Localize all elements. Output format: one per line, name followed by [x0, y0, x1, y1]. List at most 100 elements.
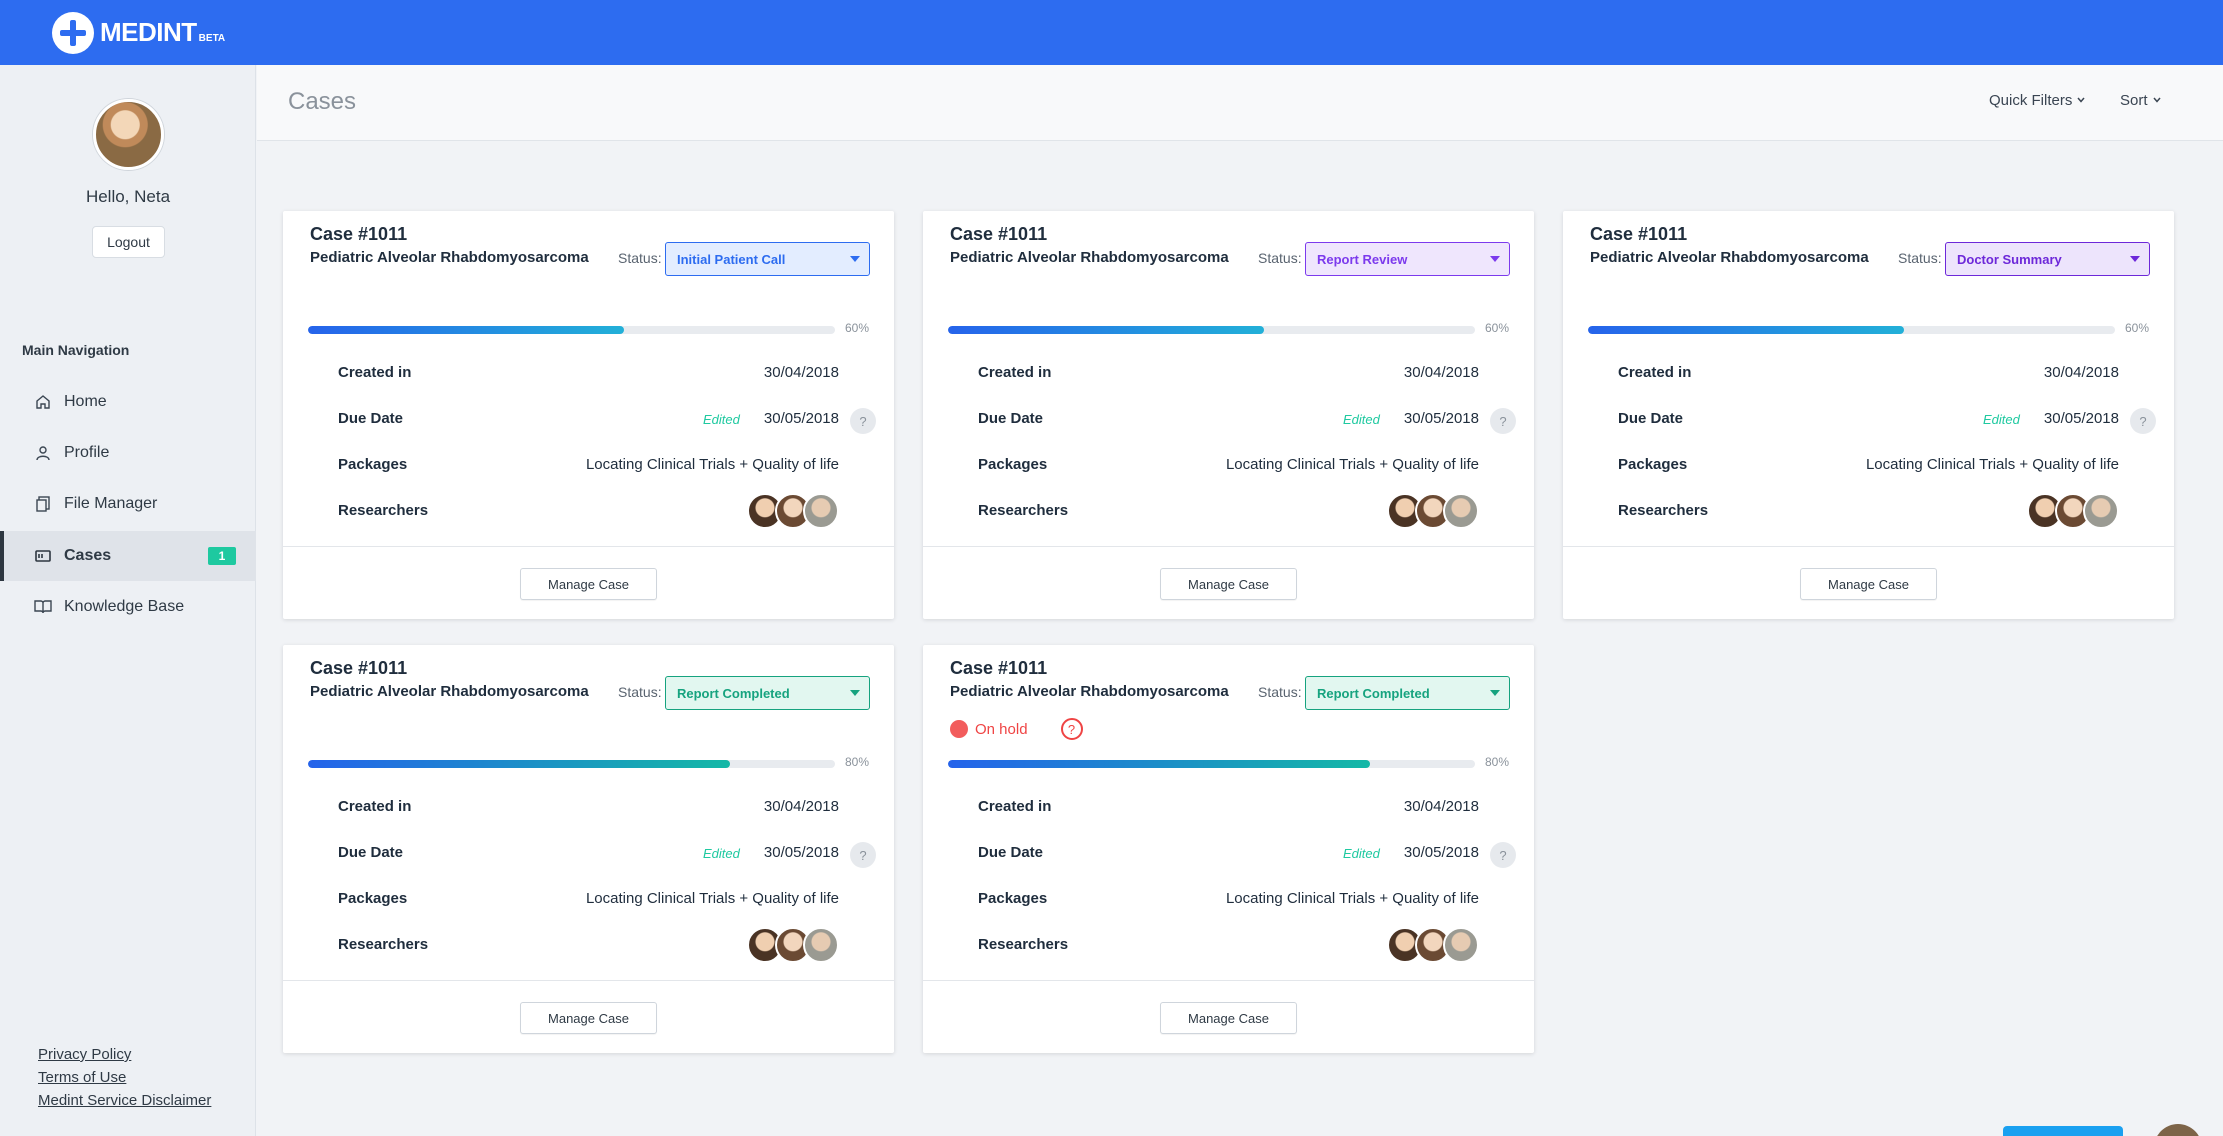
page-header: Cases Quick Filters Sort: [257, 65, 2223, 141]
logout-button[interactable]: Logout: [92, 226, 165, 258]
status-label: Status:: [618, 684, 662, 700]
researchers-avatars: [1387, 493, 1479, 529]
progress-fill: [1588, 326, 1905, 334]
book-icon: [34, 598, 52, 616]
case-card: Case #1011 Pediatric Alveolar Rhabdomyos…: [923, 645, 1534, 1053]
top-bar: MEDINT BETA: [0, 0, 2223, 65]
sort-button[interactable]: Sort: [2120, 92, 2162, 109]
created-label: Created in: [338, 364, 412, 381]
progress-fill: [948, 326, 1265, 334]
sidebar-item-profile[interactable]: Profile: [0, 428, 256, 478]
progress-percent: 60%: [845, 321, 870, 335]
created-label: Created in: [978, 364, 1052, 381]
quick-filters-label: Quick Filters: [1989, 92, 2073, 109]
status-select[interactable]: Report Completed: [665, 676, 870, 710]
chevron-down-icon: [2152, 92, 2162, 109]
researchers-label: Researchers: [338, 502, 429, 519]
created-date: 30/04/2018: [1403, 798, 1479, 815]
edited-tag: Edited: [703, 412, 740, 427]
edited-tag: Edited: [1343, 412, 1380, 427]
medint-logo-icon[interactable]: [52, 11, 94, 54]
avatar[interactable]: [1443, 927, 1479, 963]
help-icon[interactable]: ?: [850, 842, 876, 868]
status-select[interactable]: Doctor Summary: [1945, 242, 2150, 276]
privacy-policy-link[interactable]: Privacy Policy: [38, 1046, 132, 1063]
sidebar-item-cases[interactable]: Cases 1: [0, 531, 256, 581]
divider: [923, 980, 1534, 981]
avatar[interactable]: [803, 927, 839, 963]
sidebar-item-label: Cases: [64, 547, 112, 564]
avatar[interactable]: [803, 493, 839, 529]
researchers-avatars: [747, 927, 839, 963]
researchers-avatars: [1387, 927, 1479, 963]
service-disclaimer-link[interactable]: Medint Service Disclaimer: [38, 1092, 212, 1109]
user-avatar-corner[interactable]: [2154, 1124, 2202, 1136]
status-value: Initial Patient Call: [677, 251, 786, 267]
quick-filters-button[interactable]: Quick Filters: [1989, 92, 2086, 109]
created-label: Created in: [1618, 364, 1692, 381]
packages-label: Packages: [978, 456, 1048, 473]
help-icon[interactable]: ?: [2130, 408, 2156, 434]
avatar[interactable]: [2027, 493, 2063, 529]
status-select[interactable]: Report Completed: [1305, 676, 1510, 710]
sidebar-item-label: Home: [64, 393, 107, 410]
nav-title: Main Navigation: [22, 342, 130, 358]
researchers-label: Researchers: [978, 936, 1069, 953]
progress-bar: [308, 760, 835, 768]
help-icon[interactable]: ?: [1490, 408, 1516, 434]
created-date: 30/04/2018: [2043, 364, 2119, 381]
status-select[interactable]: Initial Patient Call: [665, 242, 870, 276]
progress-bar: [1588, 326, 2115, 334]
help-icon[interactable]: ?: [1490, 842, 1516, 868]
case-title: Pediatric Alveolar Rhabdomyosarcoma: [950, 249, 1229, 266]
on-hold-indicator: On hold ?: [950, 718, 1083, 740]
status-value: Report Completed: [677, 685, 790, 701]
progress-bar: [308, 326, 835, 334]
help-icon[interactable]: ?: [1060, 718, 1083, 740]
caret-down-icon: [850, 690, 860, 696]
manage-case-button[interactable]: Manage Case: [520, 568, 657, 600]
sidebar-item-knowledge-base[interactable]: Knowledge Base: [0, 582, 256, 632]
manage-case-button[interactable]: Manage Case: [1800, 568, 1937, 600]
packages-value: Locating Clinical Trials + Quality of li…: [1865, 456, 2119, 473]
avatar[interactable]: [1443, 493, 1479, 529]
divider: [283, 546, 894, 547]
due-date-label: Due Date: [338, 844, 404, 861]
files-icon: [34, 495, 52, 513]
case-card: Case #1011 Pediatric Alveolar Rhabdomyos…: [283, 645, 894, 1053]
manage-case-button[interactable]: Manage Case: [520, 1002, 657, 1034]
sidebar-item-label: Knowledge Base: [64, 598, 185, 615]
manage-case-button[interactable]: Manage Case: [1160, 1002, 1297, 1034]
edited-tag: Edited: [1343, 846, 1380, 861]
case-number: Case #1011: [310, 224, 408, 244]
chevron-down-icon: [2076, 92, 2086, 109]
terms-of-use-link[interactable]: Terms of Use: [38, 1069, 127, 1086]
divider: [1563, 546, 2174, 547]
created-date: 30/04/2018: [763, 798, 839, 815]
packages-value: Locating Clinical Trials + Quality of li…: [585, 456, 839, 473]
edited-tag: Edited: [1983, 412, 2020, 427]
case-number: Case #1011: [950, 658, 1048, 678]
red-dot-icon: [950, 720, 968, 738]
status-select[interactable]: Report Review: [1305, 242, 1510, 276]
created-label: Created in: [978, 798, 1052, 815]
manage-case-button[interactable]: Manage Case: [1160, 568, 1297, 600]
help-icon[interactable]: ?: [850, 408, 876, 434]
case-number: Case #1011: [1590, 224, 1688, 244]
floating-action-button[interactable]: [2003, 1126, 2123, 1136]
progress-fill: [948, 760, 1370, 768]
avatar[interactable]: [93, 99, 164, 170]
case-title: Pediatric Alveolar Rhabdomyosarcoma: [950, 683, 1229, 700]
edited-tag: Edited: [703, 846, 740, 861]
sidebar-item-label: File Manager: [64, 495, 158, 512]
user-icon: [34, 444, 52, 462]
caret-down-icon: [1490, 690, 1500, 696]
case-title: Pediatric Alveolar Rhabdomyosarcoma: [1590, 249, 1869, 266]
sidebar-item-home[interactable]: Home: [0, 377, 256, 427]
sidebar-item-file-manager[interactable]: File Manager: [0, 479, 256, 529]
case-card: Case #1011 Pediatric Alveolar Rhabdomyos…: [923, 211, 1534, 619]
avatar[interactable]: [2083, 493, 2119, 529]
divider: [923, 546, 1534, 547]
packages-value: Locating Clinical Trials + Quality of li…: [1225, 456, 1479, 473]
packages-value: Locating Clinical Trials + Quality of li…: [585, 890, 839, 907]
